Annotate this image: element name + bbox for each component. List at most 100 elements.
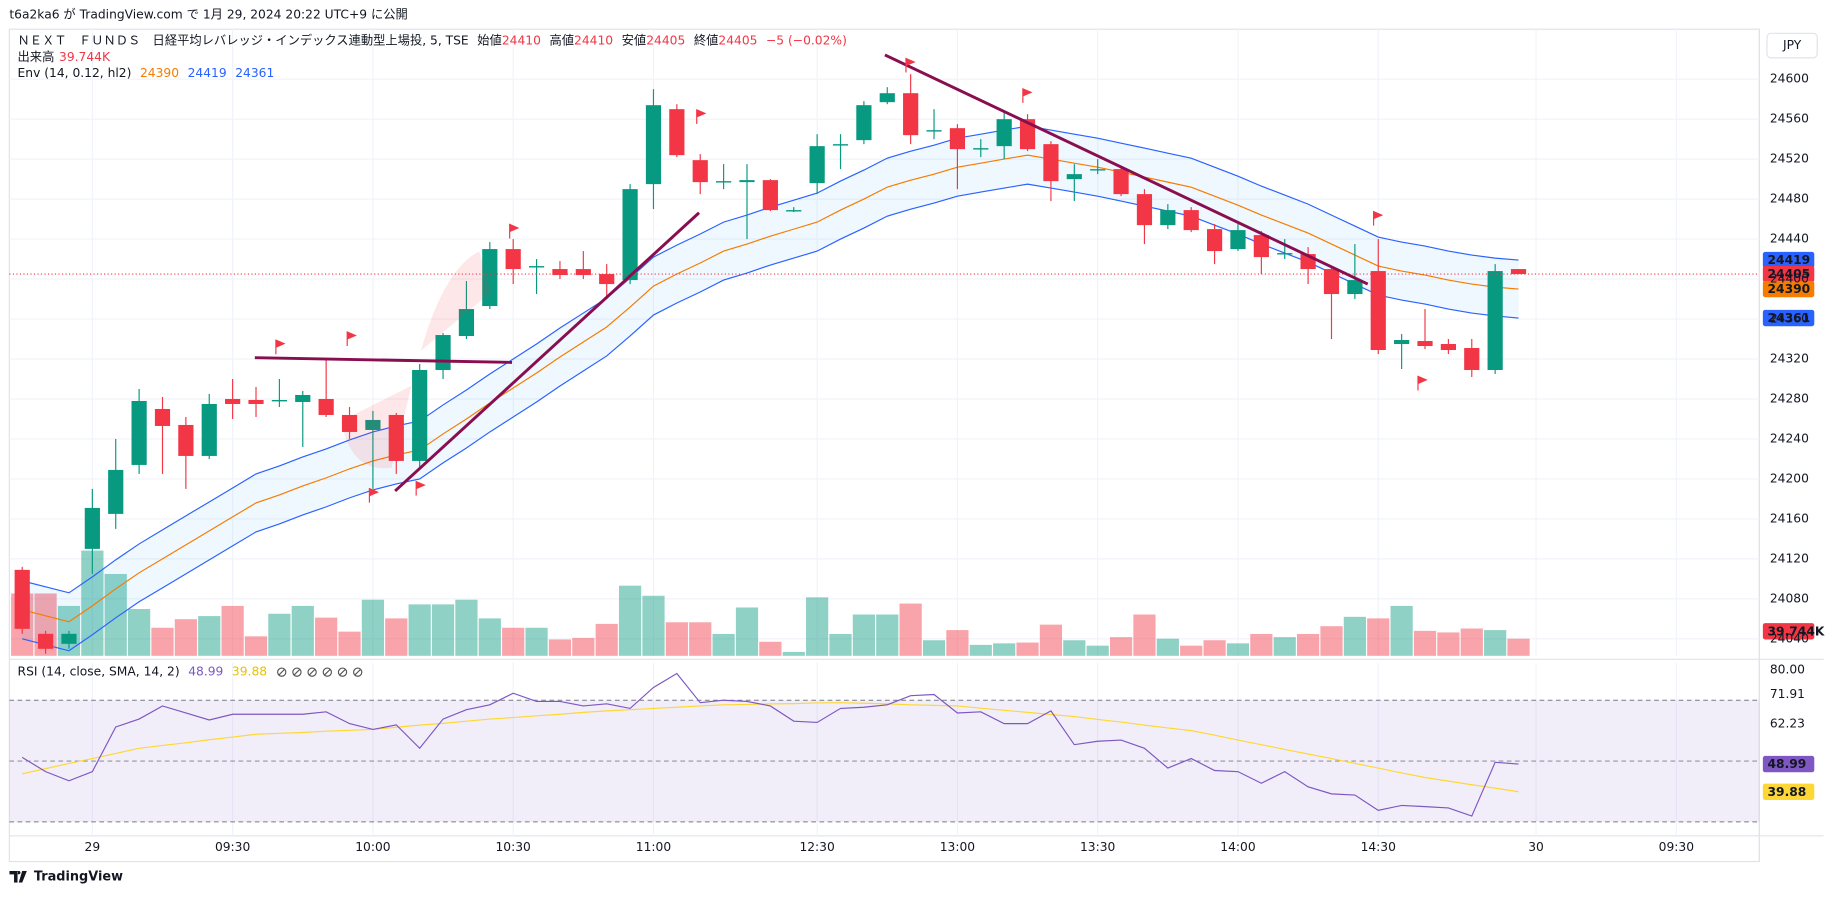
- y-tick-label: 24320: [1770, 352, 1809, 366]
- x-tick-label: 11:00: [636, 840, 671, 854]
- price-tag-bg: [1762, 251, 1815, 269]
- candle-body: [599, 274, 615, 285]
- ohlc-label: 始値: [477, 33, 502, 48]
- volume-bar: [1297, 633, 1320, 656]
- x-tick-label: 29: [85, 840, 101, 854]
- ohlc-label: 終値: [693, 33, 719, 48]
- price-tag-bg: [1762, 280, 1815, 298]
- candle-body: [1370, 271, 1386, 351]
- volume-bar: [151, 627, 174, 656]
- candle-body: [458, 309, 475, 337]
- price-tag-bg: [1762, 309, 1815, 327]
- volume-bar: [268, 613, 291, 656]
- volume-bar: [502, 627, 525, 656]
- volume-bar: [1063, 640, 1086, 656]
- volume-bar: [946, 630, 969, 656]
- volume-bar: [1507, 638, 1530, 656]
- x-tick-label: 12:30: [799, 840, 834, 854]
- price-tag: 24405: [1768, 267, 1811, 281]
- volume-bar: [1413, 630, 1437, 656]
- x-tick-label: 10:00: [355, 840, 390, 854]
- x-tick-label: 13:00: [940, 840, 975, 854]
- x-tick-label: 30: [1528, 840, 1544, 854]
- candle-body: [879, 93, 895, 103]
- x-tick-label: 10:30: [496, 840, 531, 854]
- candle-body: [108, 469, 124, 514]
- volume-legend: 出来高 39.744K: [18, 49, 115, 65]
- volume-bar: [782, 651, 805, 656]
- candle-body: [832, 144, 849, 146]
- candle-body: [1113, 169, 1129, 195]
- y-tick-label: 24480: [1770, 192, 1809, 206]
- volume-bar: [81, 550, 104, 656]
- publish-info: t6a2ka6 が TradingView.com で 1月 29, 2024 …: [9, 8, 408, 23]
- candle-body: [201, 403, 217, 456]
- price-tag: 39.744K: [1768, 624, 1825, 638]
- rsi-line: [21, 672, 1519, 817]
- y-tick-label: 24600: [1770, 72, 1809, 86]
- volume-bar: [642, 595, 665, 656]
- candle-body: [739, 180, 755, 183]
- candle-body: [1510, 269, 1527, 275]
- y-tick-label: 24400: [1770, 272, 1809, 286]
- volume-bar: [1039, 624, 1063, 656]
- currency-button[interactable]: JPY: [1766, 32, 1818, 59]
- candle-body: [809, 146, 825, 184]
- volume-bar: [1484, 630, 1507, 656]
- candle-body: [178, 424, 194, 456]
- symbol-legend: ＮＥＸＴ ＦＵＮＤＳ 日経平均レバレッジ・インデックス連動型上場投, 5, TS…: [18, 33, 852, 49]
- candle-body: [505, 249, 521, 270]
- candle-body: [14, 569, 30, 629]
- candle-body: [1090, 169, 1106, 171]
- volume-bar: [829, 633, 852, 656]
- candle-body: [365, 419, 381, 430]
- volume-bar: [735, 607, 759, 656]
- candle-body: [1300, 254, 1316, 270]
- volume-bar: [1180, 645, 1203, 656]
- envelope-legend: Env (14, 0.12, hl2) 24390 24419 24361: [18, 65, 279, 81]
- candle-body: [37, 633, 54, 649]
- candle-body: [1136, 194, 1153, 226]
- volume-bar: [174, 619, 197, 656]
- candle-body: [949, 128, 966, 150]
- brand: TradingView: [9, 869, 123, 884]
- candle-body: [1440, 344, 1456, 351]
- volume-bar: [1343, 616, 1366, 656]
- ohlc-label: 安値: [621, 33, 647, 48]
- change: −5 (−0.02%): [766, 33, 847, 48]
- volume-bar: [595, 623, 618, 656]
- y-tick-label: 24080: [1770, 591, 1809, 605]
- candle-body: [528, 266, 545, 268]
- candle-body: [716, 181, 732, 183]
- candle-body: [1230, 230, 1246, 250]
- volume-bar: [1390, 605, 1413, 656]
- volume-bar: [665, 622, 688, 656]
- y-tick-label: 24120: [1770, 551, 1809, 565]
- y-tick-label: 71.91: [1770, 687, 1805, 701]
- price-tag-bg: [1762, 623, 1815, 640]
- candle-body: [1394, 340, 1410, 345]
- rsi-value: 48.99: [188, 665, 224, 680]
- candle-body: [622, 189, 638, 281]
- volume-bar: [361, 599, 385, 656]
- candle-body: [295, 394, 311, 402]
- volume-bar: [852, 614, 875, 656]
- candle-body: [1019, 119, 1036, 150]
- y-tick-label: 24520: [1770, 152, 1809, 166]
- candle-body: [762, 180, 778, 211]
- price-tag: 48.99: [1768, 757, 1807, 771]
- candle-body: [131, 400, 147, 465]
- volume-bar: [548, 639, 572, 656]
- volume-value: 39.744K: [59, 50, 111, 65]
- candle-body: [1253, 235, 1269, 258]
- y-tick-label: 24440: [1770, 232, 1809, 246]
- envelope-title: Env (14, 0.12, hl2): [17, 66, 132, 81]
- volume-bar: [922, 640, 946, 656]
- volume-bar: [993, 643, 1016, 656]
- candle-body: [1277, 253, 1293, 255]
- ohlc-value: 24410: [574, 33, 614, 48]
- volume-bar: [1016, 642, 1039, 656]
- volume-bar: [1226, 643, 1250, 656]
